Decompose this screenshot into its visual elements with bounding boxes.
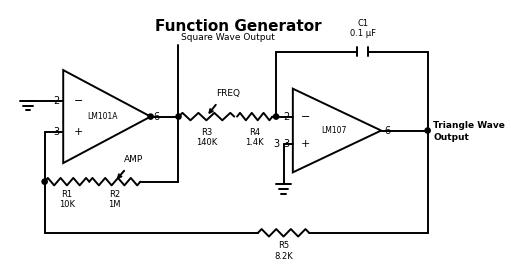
Text: C1
0.1 μF: C1 0.1 μF: [350, 19, 376, 38]
Text: R4
1.4K: R4 1.4K: [245, 128, 264, 147]
Text: +: +: [301, 139, 311, 150]
Text: −: −: [74, 96, 83, 106]
Text: Square Wave Output: Square Wave Output: [181, 33, 275, 42]
Text: 2: 2: [283, 112, 289, 122]
Circle shape: [176, 114, 181, 119]
Text: 6: 6: [153, 112, 159, 122]
Text: R1
10K: R1 10K: [59, 190, 75, 210]
Text: R3
140K: R3 140K: [196, 128, 217, 147]
Text: Output: Output: [433, 133, 469, 142]
Text: FREQ: FREQ: [216, 89, 240, 98]
Text: +: +: [74, 127, 83, 137]
Text: 2: 2: [53, 96, 59, 106]
Text: −: −: [301, 112, 311, 122]
Text: Triangle Wave: Triangle Wave: [433, 121, 505, 130]
Text: AMP: AMP: [124, 155, 144, 164]
Text: LM101A: LM101A: [87, 112, 118, 121]
Text: Function Generator: Function Generator: [155, 19, 321, 34]
Text: R5
8.2K: R5 8.2K: [274, 241, 293, 260]
Text: R2
1M: R2 1M: [108, 190, 121, 210]
Circle shape: [42, 179, 47, 184]
Text: 3: 3: [283, 139, 289, 150]
Circle shape: [273, 114, 278, 119]
Text: 6: 6: [384, 125, 390, 136]
Text: LM107: LM107: [321, 126, 347, 135]
Text: 3: 3: [53, 127, 59, 137]
Circle shape: [425, 128, 430, 133]
Text: 3: 3: [274, 139, 280, 150]
Circle shape: [148, 114, 153, 119]
